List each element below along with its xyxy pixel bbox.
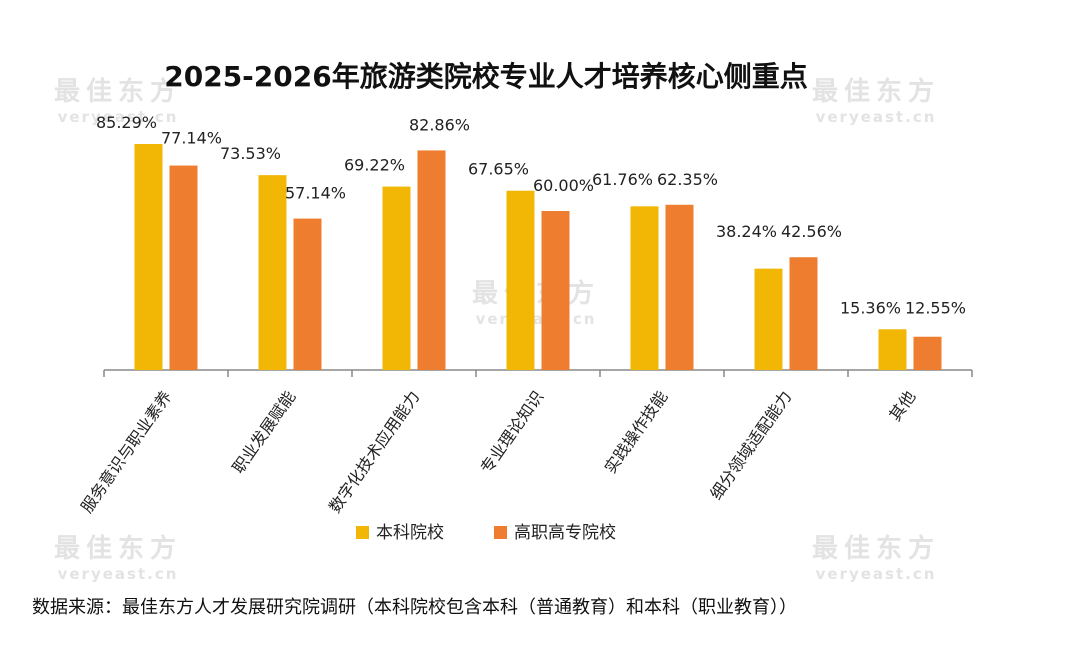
legend: 本科院校 高职高专院校 [356,523,616,543]
watermark-brand-url: veryeast.cn [58,108,179,126]
legend-swatch [356,526,369,539]
bar-vocational [169,165,198,370]
bar-vocational [541,211,570,370]
category-labels-group: 服务意识与职业素养 职业发展赋能 数字化技术应用能力 专业理论知识 实践操作技能 细分领域… [77,387,919,516]
data-label: 61.76% [592,170,653,189]
category-label: 其他 [885,387,919,424]
category-label: 数字化技术应用能力 [325,387,423,516]
data-label: 60.00% [533,176,594,195]
data-label: 77.14% [161,129,222,148]
chart-title: 2025-2026年旅游类院校专业人才培养核心侧重点 [164,60,807,93]
bar-undergrad [506,190,535,370]
legend-swatch [494,526,507,539]
watermark-brand-cn: 最佳东方 [472,278,600,309]
bars-group [134,143,942,370]
bar-undergrad [878,329,907,370]
watermark-brand-cn: 最佳东方 [812,533,940,564]
data-label: 69.22% [344,156,405,175]
data-label: 42.56% [781,222,842,241]
x-axis-ticks [103,370,973,377]
bar-vocational [789,257,818,370]
bar-vocational [417,150,446,370]
watermark-brand-cn: 最佳东方 [54,533,182,564]
category-label: 专业理论知识 [477,387,548,477]
category-label: 细分领域适配能力 [706,387,795,503]
data-label: 67.65% [468,160,529,179]
data-label: 73.53% [220,144,281,163]
bar-undergrad [258,175,287,370]
watermark-brand-cn: 最佳东方 [54,76,182,107]
bar-vocational [913,336,942,370]
data-label: 85.29% [96,113,157,132]
legend-label: 高职高专院校 [514,523,616,543]
data-label: 38.24% [716,222,777,241]
watermark-brand-url: veryeast.cn [816,565,937,583]
bar-vocational [665,204,694,370]
data-label: 57.14% [285,184,346,203]
watermark-brand-url: veryeast.cn [476,310,597,328]
source-note: 数据来源：最佳东方人才发展研究院调研（本科院校包含本科（普通教育）和本科（职业教… [32,597,797,618]
bar-vocational [293,218,322,370]
legend-label: 本科院校 [376,523,444,543]
data-label: 12.55% [905,298,966,317]
bar-undergrad [382,186,411,370]
data-label: 15.36% [840,298,901,317]
bar-undergrad [134,143,163,370]
watermark-brand-cn: 最佳东方 [812,76,940,107]
category-label: 职业发展赋能 [229,387,300,477]
category-label: 实践操作技能 [601,387,672,477]
bar-undergrad [630,206,659,370]
data-labels-group: 85.29%77.14%73.53% 57.14% 69.22% 82.86% 67.6… [96,113,966,317]
data-label: 82.86% [409,115,470,134]
watermark-brand-url: veryeast.cn [58,565,179,583]
data-label: 62.35% [657,170,718,189]
category-label: 服务意识与职业素养 [77,387,175,516]
watermark-brand-url: veryeast.cn [816,108,937,126]
bar-undergrad [754,268,783,370]
